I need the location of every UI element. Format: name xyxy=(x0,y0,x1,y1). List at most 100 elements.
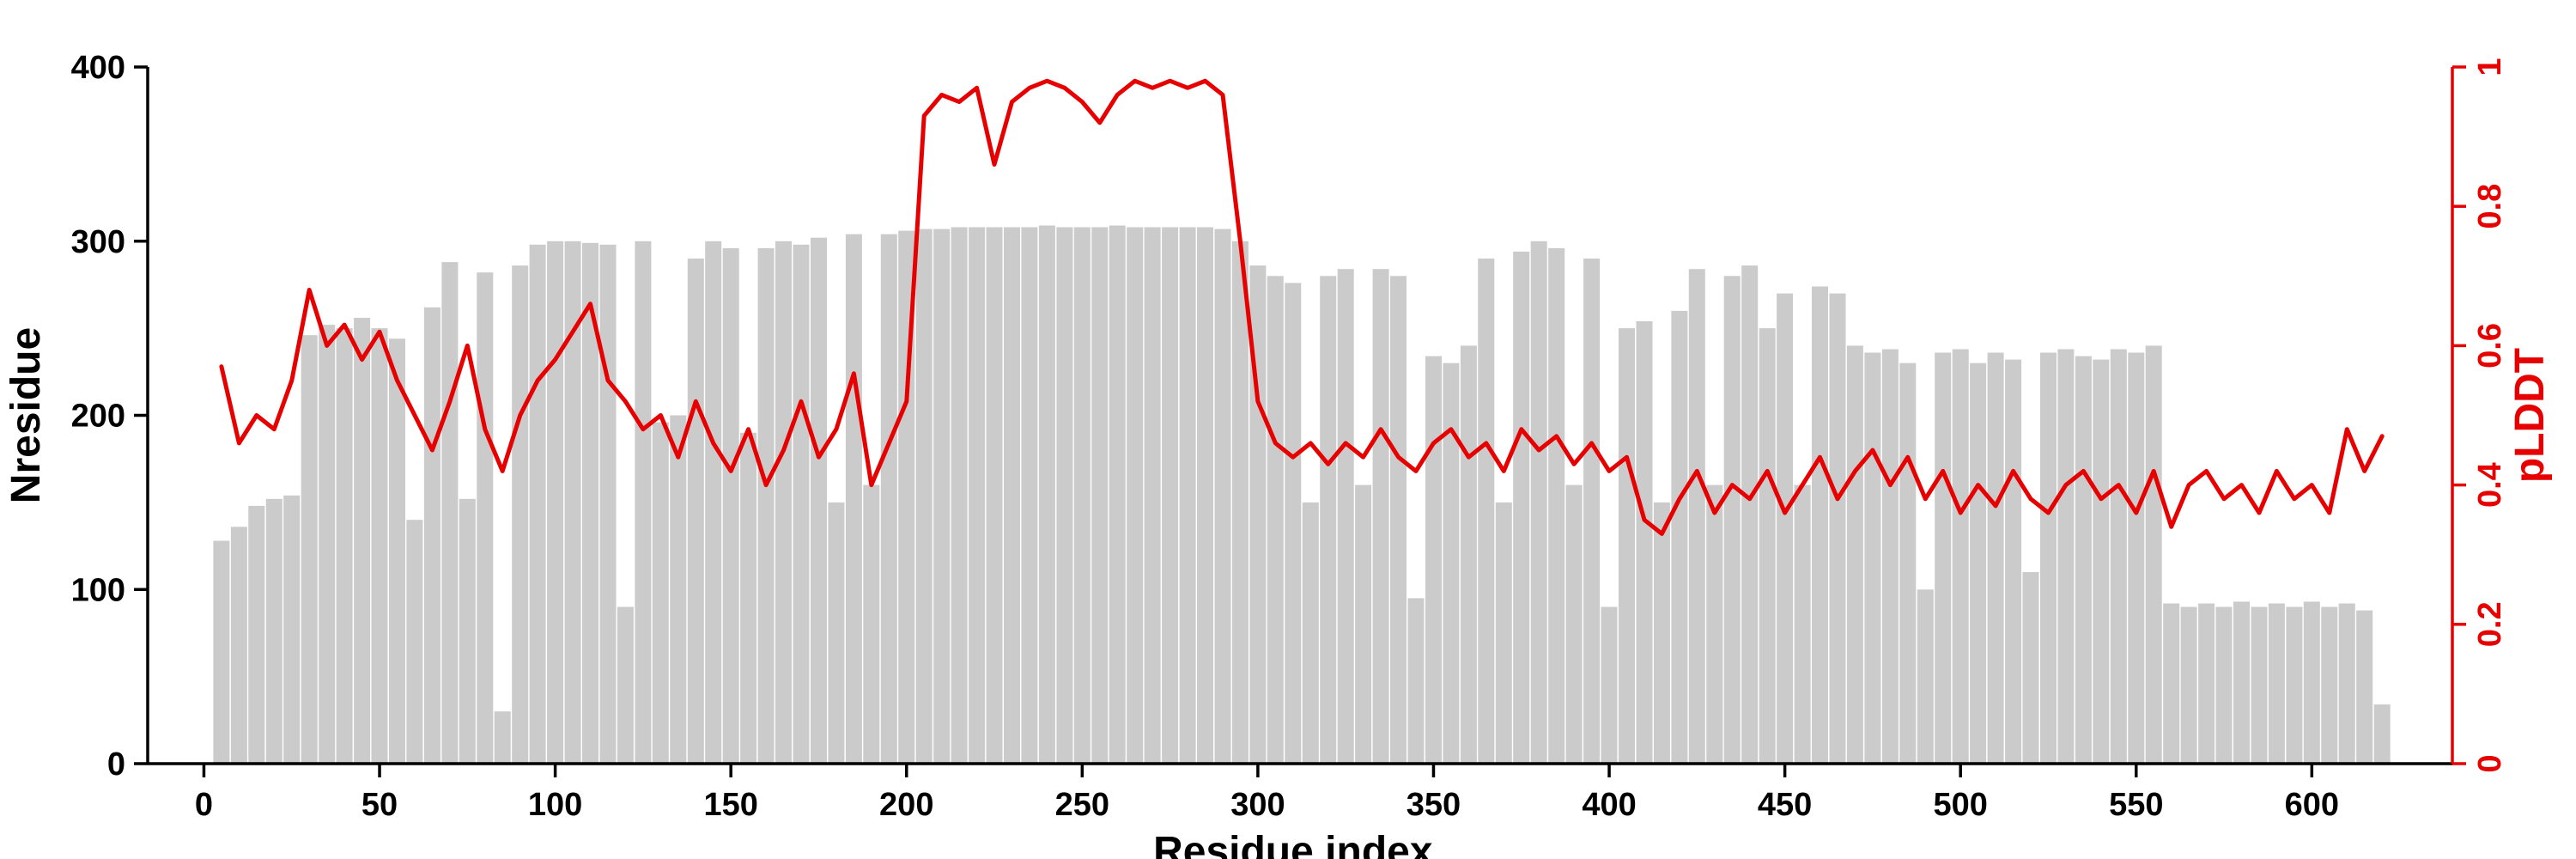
nresidue-bar xyxy=(2215,606,2233,764)
nresidue-bar xyxy=(406,520,423,764)
nresidue-bar xyxy=(1583,259,1601,764)
y-left-tick-label: 0 xyxy=(107,746,125,783)
nresidue-bar xyxy=(828,502,845,764)
nresidue-bar xyxy=(1952,349,1969,764)
nresidue-bar xyxy=(459,498,476,764)
x-tick-label: 350 xyxy=(1406,787,1461,823)
x-tick-label: 0 xyxy=(195,787,213,823)
nresidue-bar xyxy=(2057,349,2075,764)
nresidue-bar xyxy=(389,338,405,764)
x-tick-label: 500 xyxy=(1933,787,1987,823)
axes: 0 50 100 150 200 250 300 350 400 450 500 550 6000100… xyxy=(71,50,2508,823)
y-right-tick-label: 0.4 xyxy=(2472,462,2508,508)
nresidue-bar xyxy=(652,422,669,764)
y-left-tick-label: 300 xyxy=(71,224,125,260)
nresidue-bar xyxy=(564,241,581,765)
nresidue-bar xyxy=(423,307,440,764)
y-left-tick-label: 100 xyxy=(71,572,125,608)
nresidue-bar xyxy=(1372,269,1389,764)
nresidue-bar xyxy=(1812,286,1828,764)
y-right-tick-label: 0.2 xyxy=(2472,601,2508,647)
nresidue-bar xyxy=(1302,502,1319,764)
nresidue-bar xyxy=(986,227,1003,764)
nresidue-bar xyxy=(230,527,247,764)
nresidue-bar xyxy=(880,234,897,765)
nresidue-bar xyxy=(1601,606,1618,764)
nresidue-bar xyxy=(1249,265,1267,765)
x-tick-label: 200 xyxy=(879,787,933,823)
nresidue-bar xyxy=(1144,227,1161,764)
nresidue-bar xyxy=(248,505,265,764)
nresidue-bar xyxy=(1513,251,1530,764)
nresidue-bar xyxy=(1337,269,1354,764)
y-left-tick-label: 200 xyxy=(71,399,125,435)
y-left-tick-label: 400 xyxy=(71,50,125,86)
nresidue-bar xyxy=(2180,606,2197,764)
nresidue-bar xyxy=(2093,359,2110,764)
nresidue-bar xyxy=(213,540,230,764)
nresidue-bar xyxy=(740,432,757,764)
plddt-line xyxy=(219,78,2385,536)
y-right-tick-label: 0.6 xyxy=(2472,323,2508,369)
nresidue-bar xyxy=(2268,603,2285,764)
x-tick-label: 50 xyxy=(361,787,398,823)
nresidue-bar xyxy=(301,335,318,764)
nresidue-bar xyxy=(951,227,968,764)
nresidue-bar xyxy=(635,241,652,765)
nresidue-bar xyxy=(1162,227,1179,764)
y-left-axis-title: Nresidue xyxy=(3,327,49,503)
nresidue-bar xyxy=(1285,283,1302,764)
nresidue-bar xyxy=(2286,606,2303,764)
x-tick-label: 100 xyxy=(528,787,582,823)
nresidue-bar xyxy=(1723,276,1741,764)
nresidue-bar xyxy=(1021,227,1038,764)
y-right-tick-label: 1 xyxy=(2472,58,2508,76)
nresidue-bar xyxy=(582,242,598,764)
nresidue-bar xyxy=(1935,352,1952,764)
nresidue-bar xyxy=(1829,293,1846,765)
nresidue-bar xyxy=(1846,345,1863,764)
x-tick-label: 550 xyxy=(2109,787,2163,823)
x-tick-label: 250 xyxy=(1055,787,1109,823)
nresidue-bar xyxy=(687,259,704,764)
nresidue-bar xyxy=(1320,276,1337,764)
x-tick-label: 450 xyxy=(1758,787,1812,823)
nresidue-bar xyxy=(2110,349,2127,764)
nresidue-bar xyxy=(1970,362,1987,764)
y-right-tick-label: 0 xyxy=(2472,754,2508,772)
nresidue-bar xyxy=(2303,601,2320,764)
nresidue-bar xyxy=(1004,227,1020,764)
x-tick-label: 300 xyxy=(1230,787,1285,823)
nresidue-bar xyxy=(1355,484,1372,764)
nresidue-bar xyxy=(1548,247,1565,764)
nresidue-bar xyxy=(811,237,827,764)
nresidue-bar xyxy=(670,415,687,764)
nresidue-bar xyxy=(2373,704,2391,764)
nresidue-bar xyxy=(775,241,792,765)
nresidue-bar xyxy=(2321,606,2338,764)
x-tick-label: 600 xyxy=(2285,787,2339,823)
nresidue-bar xyxy=(336,328,353,764)
nresidue-bar xyxy=(933,228,951,765)
x-axis-title: Residue index xyxy=(1153,829,1433,859)
nresidue-bars xyxy=(213,225,2391,765)
nresidue-bar xyxy=(1179,227,1196,764)
nresidue-bar xyxy=(1530,241,1547,765)
nresidue-bar xyxy=(1706,484,1723,764)
nresidue-bar xyxy=(1899,362,1917,764)
nresidue-bar xyxy=(371,328,388,764)
nresidue-bar xyxy=(1460,345,1477,764)
nresidue-bar xyxy=(2251,606,2268,764)
nresidue-bar xyxy=(1197,227,1213,764)
nresidue-bar xyxy=(1231,241,1249,765)
nresidue-bar xyxy=(2338,603,2355,764)
nresidue-bar xyxy=(1671,310,1688,764)
nresidue-bar xyxy=(1109,225,1126,764)
nresidue-bar xyxy=(477,272,494,764)
nresidue-bar xyxy=(863,484,880,764)
y-right-axis-title: pLDDT xyxy=(2507,348,2553,483)
y-right-tick-label: 0.8 xyxy=(2472,184,2508,229)
nresidue-bar xyxy=(617,606,634,764)
nresidue-bar xyxy=(1127,227,1144,764)
